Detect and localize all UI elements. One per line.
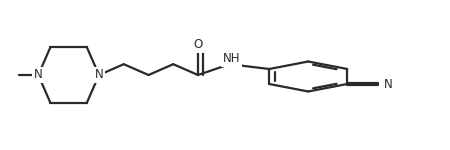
Text: N: N [34,69,43,81]
Text: N: N [94,69,104,81]
Text: N: N [384,78,393,90]
Text: NH: NH [223,52,240,65]
Text: O: O [194,39,202,51]
